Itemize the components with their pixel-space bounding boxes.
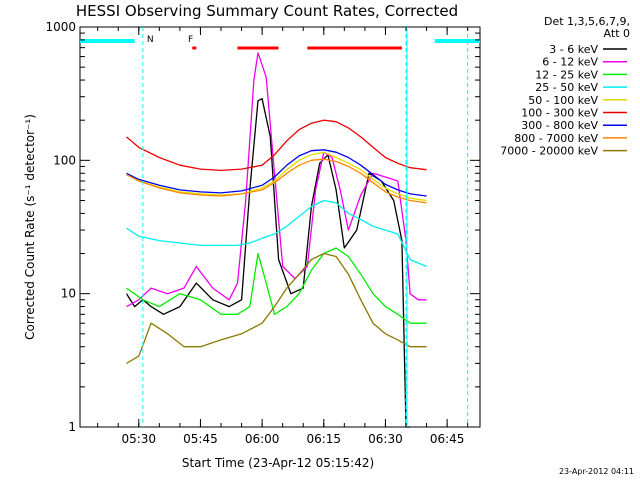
legend-label-1: 6 - 12 keV (542, 56, 598, 69)
legend-header-line-1: Det 1,3,5,6,7,9, (544, 15, 630, 28)
series-line-4 (126, 151, 427, 202)
legend-label-4: 50 - 100 keV (528, 94, 598, 107)
y-tick-label-0: 1 (68, 420, 76, 434)
legend-label-6: 300 - 800 keV (521, 119, 598, 132)
legend-label-8: 7000 - 20000 keV (500, 145, 598, 158)
series-line-5 (126, 119, 427, 172)
y-tick-label-2: 100 (53, 153, 76, 167)
series-line-8 (126, 252, 427, 364)
timestamp: 23-Apr-2012 04:11 (559, 467, 634, 476)
series-line-0 (125, 98, 411, 428)
y-tick-label-3: 1000 (45, 20, 76, 34)
plot-frame (79, 26, 481, 428)
legend-header-line-2: Att 0 (604, 27, 630, 40)
legend-label-2: 12 - 25 keV (535, 68, 598, 81)
x-tick-label-0: 05:30 (121, 432, 156, 446)
legend-label-3: 25 - 50 keV (535, 81, 598, 94)
y-tick-label-1: 10 (61, 287, 76, 301)
plot-area: N F 05:30 05:45 06:00 06:15 06:30 06:45 1 10 100 10… (45, 20, 481, 446)
x-tick-label-2: 06:00 (245, 432, 280, 446)
legend-label-0: 3 - 6 keV (549, 43, 598, 56)
chart-title: HESSI Observing Summary Count Rates, Cor… (76, 2, 458, 20)
x-tick-label-1: 05:45 (183, 432, 218, 446)
series-line-3 (126, 199, 427, 268)
x-axis-label: Start Time (23-Apr-12 05:15:42) (182, 456, 374, 470)
series-line-1 (126, 52, 427, 308)
series-line-6 (126, 149, 427, 197)
x-tick-label-5: 06:45 (430, 432, 465, 446)
x-tick-label-3: 06:15 (306, 432, 341, 446)
marker-n: N (147, 35, 154, 45)
x-tick-label-4: 06:30 (368, 432, 403, 446)
series-line-2 (126, 247, 427, 324)
y-axis-label: Corrected Count Rate (s⁻¹ detector⁻¹) (23, 114, 37, 340)
series-line-7 (126, 158, 427, 204)
legend-label-5: 100 - 300 keV (521, 107, 598, 120)
legend-label-7: 800 - 7000 keV (514, 132, 598, 145)
marker-f: F (188, 35, 193, 45)
